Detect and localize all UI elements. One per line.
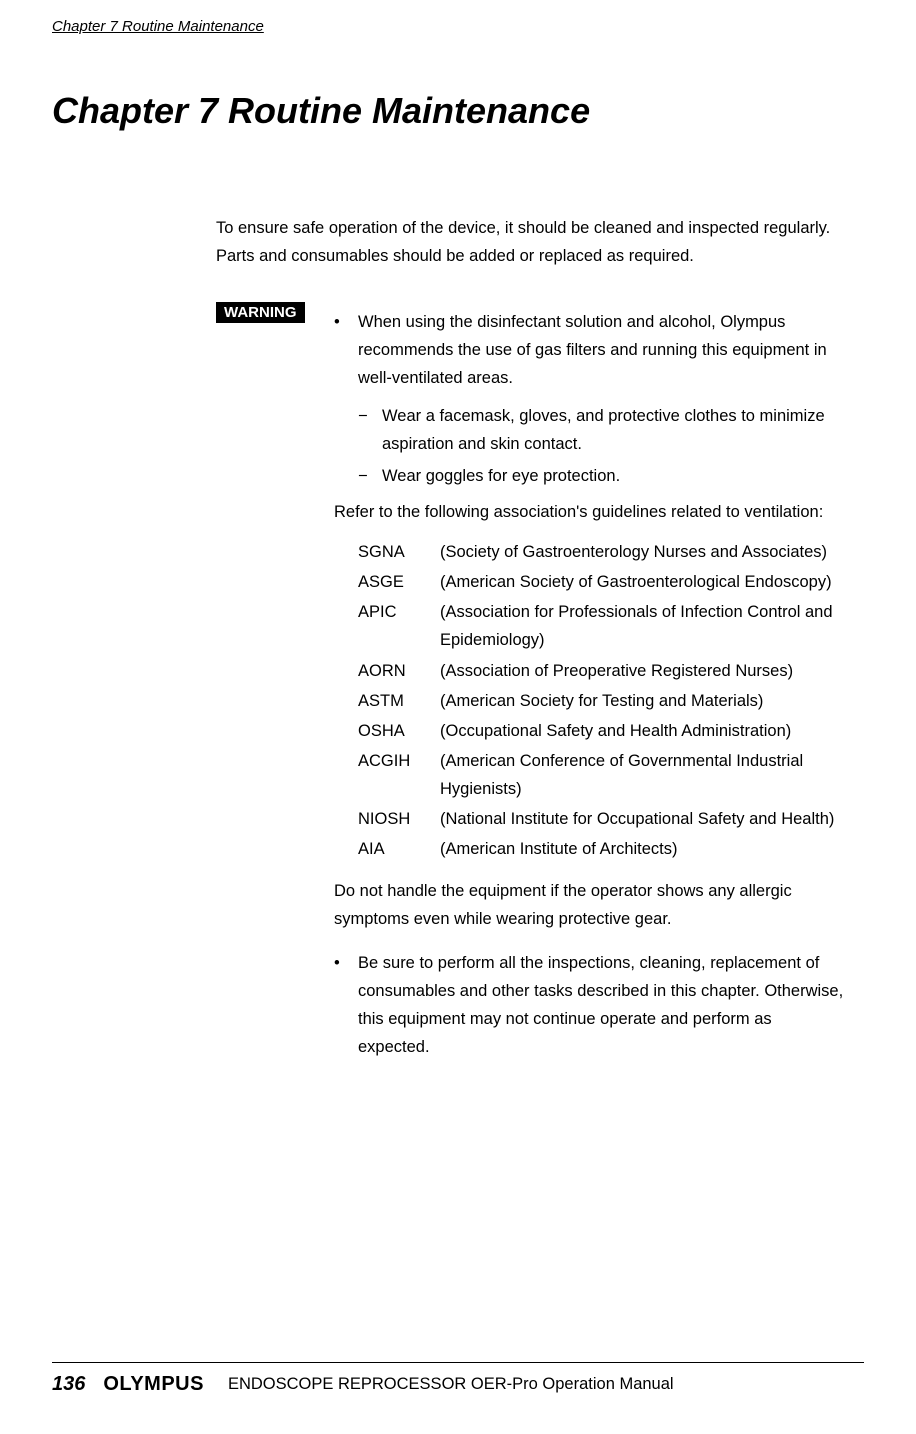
sub-bullet-marker: − bbox=[358, 462, 382, 490]
association-row: ASTM (American Society for Testing and M… bbox=[358, 687, 844, 715]
association-row: OSHA (Occupational Safety and Health Adm… bbox=[358, 717, 844, 745]
association-row: ASGE (American Society of Gastroenterolo… bbox=[358, 568, 844, 596]
bullet-item-2: • Be sure to perform all the inspections… bbox=[334, 949, 844, 1061]
association-full: (American Society of Gastroenterological… bbox=[440, 568, 844, 596]
association-abbr: AIA bbox=[358, 835, 440, 863]
running-header: Chapter 7 Routine Maintenance bbox=[52, 18, 264, 35]
association-row: APIC (Association for Professionals of I… bbox=[358, 598, 844, 654]
association-row: AORN (Association of Preoperative Regist… bbox=[358, 657, 844, 685]
association-abbr: SGNA bbox=[358, 538, 440, 566]
sub-bullet-item-1: − Wear a facemask, gloves, and protectiv… bbox=[358, 402, 844, 458]
bullet-item-1: • When using the disinfectant solution a… bbox=[334, 308, 844, 392]
association-full: (American Conference of Governmental Ind… bbox=[440, 747, 844, 803]
sub-bullet-text: Wear a facemask, gloves, and protective … bbox=[382, 402, 844, 458]
association-full: (Society of Gastroenterology Nurses and … bbox=[440, 538, 844, 566]
refer-paragraph: Refer to the following association's gui… bbox=[334, 498, 844, 526]
sub-bullet-item-2: − Wear goggles for eye protection. bbox=[358, 462, 844, 490]
warning-content: • When using the disinfectant solution a… bbox=[334, 308, 844, 1071]
association-full: (Association of Preoperative Registered … bbox=[440, 657, 844, 685]
association-full: (National Institute for Occupational Saf… bbox=[440, 805, 844, 833]
warning-badge: WARNING bbox=[216, 302, 305, 323]
intro-paragraph: To ensure safe operation of the device, … bbox=[216, 214, 834, 270]
bullet-marker: • bbox=[334, 949, 358, 1061]
brand-logo: OLYMPUS bbox=[103, 1373, 204, 1396]
association-full: (Occupational Safety and Health Administ… bbox=[440, 717, 844, 745]
bullet-text: When using the disinfectant solution and… bbox=[358, 308, 844, 392]
association-full: (American Society for Testing and Materi… bbox=[440, 687, 844, 715]
association-row: ACGIH (American Conference of Government… bbox=[358, 747, 844, 803]
page-footer: 136 OLYMPUS ENDOSCOPE REPROCESSOR OER-Pr… bbox=[52, 1362, 864, 1396]
manual-title: ENDOSCOPE REPROCESSOR OER-Pro Operation … bbox=[228, 1375, 674, 1394]
association-abbr: AORN bbox=[358, 657, 440, 685]
do-not-handle-paragraph: Do not handle the equipment if the opera… bbox=[334, 877, 844, 933]
association-row: SGNA (Society of Gastroenterology Nurses… bbox=[358, 538, 844, 566]
sub-bullet-text: Wear goggles for eye protection. bbox=[382, 462, 844, 490]
association-abbr: ASGE bbox=[358, 568, 440, 596]
association-abbr: ACGIH bbox=[358, 747, 440, 803]
bullet-marker: • bbox=[334, 308, 358, 392]
association-full: (American Institute of Architects) bbox=[440, 835, 844, 863]
association-abbr: ASTM bbox=[358, 687, 440, 715]
association-abbr: OSHA bbox=[358, 717, 440, 745]
page-number: 136 bbox=[52, 1373, 85, 1396]
bullet-text: Be sure to perform all the inspections, … bbox=[358, 949, 844, 1061]
association-row: NIOSH (National Institute for Occupation… bbox=[358, 805, 844, 833]
associations-table: SGNA (Society of Gastroenterology Nurses… bbox=[358, 538, 844, 863]
sub-bullet-marker: − bbox=[358, 402, 382, 458]
association-abbr: NIOSH bbox=[358, 805, 440, 833]
association-full: (Association for Professionals of Infect… bbox=[440, 598, 844, 654]
association-abbr: APIC bbox=[358, 598, 440, 654]
association-row: AIA (American Institute of Architects) bbox=[358, 835, 844, 863]
chapter-title: Chapter 7 Routine Maintenance bbox=[52, 90, 590, 132]
